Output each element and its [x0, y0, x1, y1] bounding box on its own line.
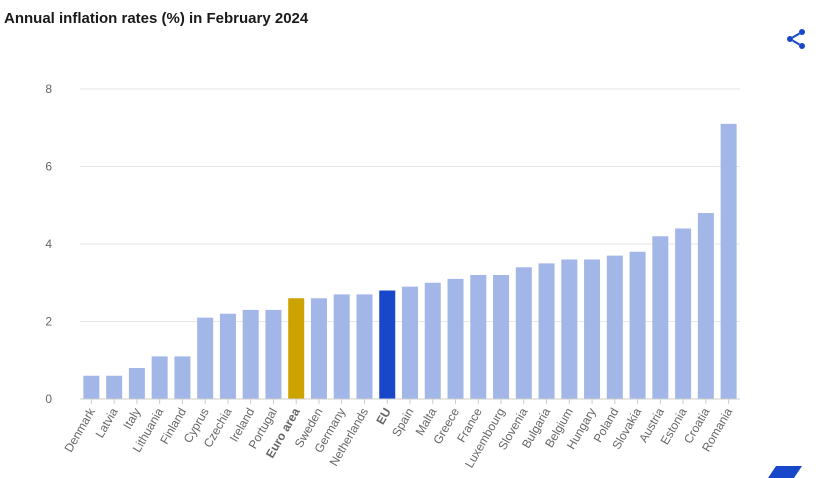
bar-ireland[interactable] [242, 309, 259, 399]
bar-germany[interactable] [333, 294, 350, 399]
bar-cyprus[interactable] [197, 317, 214, 399]
bar-poland[interactable] [606, 255, 623, 399]
bar-lithuania[interactable] [151, 356, 168, 399]
bar-hungary[interactable] [584, 259, 601, 400]
bar-sweden[interactable] [310, 298, 327, 399]
bar-latvia[interactable] [106, 375, 123, 399]
bar-slovenia[interactable] [515, 267, 532, 399]
bar-portugal[interactable] [265, 309, 282, 399]
y-tick-label: 6 [45, 160, 52, 174]
y-tick-label: 2 [45, 315, 52, 329]
y-axis-ticks: 0 2 4 6 8 [45, 82, 52, 406]
bar-austria[interactable] [652, 236, 669, 399]
bar-denmark[interactable] [83, 375, 100, 399]
bar-france[interactable] [470, 275, 487, 399]
y-tick-label: 0 [45, 392, 52, 406]
bar-bulgaria[interactable] [538, 263, 555, 399]
bar-slovakia[interactable] [629, 251, 646, 399]
bar-italy[interactable] [128, 368, 145, 399]
bar-belgium[interactable] [561, 259, 578, 400]
bar-luxembourg[interactable] [493, 275, 510, 399]
y-tick-label: 4 [45, 237, 52, 251]
bar-euro-area[interactable] [288, 298, 305, 399]
x-tick-label: Denmark [62, 405, 99, 455]
x-tick-label: Italy [120, 406, 143, 432]
bar-spain[interactable] [402, 286, 418, 399]
bar-estonia[interactable] [675, 228, 692, 400]
bar-malta[interactable] [424, 282, 441, 399]
y-tick-label: 8 [45, 82, 52, 96]
chart-title: Annual inflation rates (%) in February 2… [4, 10, 309, 27]
x-tick-label: Latvia [93, 405, 121, 440]
bar-netherlands[interactable] [356, 294, 373, 399]
bar-romania[interactable] [720, 123, 737, 399]
bar-czechia[interactable] [219, 313, 236, 399]
bar-croatia[interactable] [697, 213, 714, 399]
bars [83, 123, 737, 404]
bar-finland[interactable] [174, 356, 191, 399]
bar-greece[interactable] [447, 278, 464, 399]
x-tick-label: Spain [389, 406, 416, 440]
x-tick-label: EU [373, 406, 393, 427]
logo-mark [768, 466, 802, 478]
share-icon[interactable] [784, 27, 808, 51]
bar-eu[interactable] [379, 290, 396, 400]
